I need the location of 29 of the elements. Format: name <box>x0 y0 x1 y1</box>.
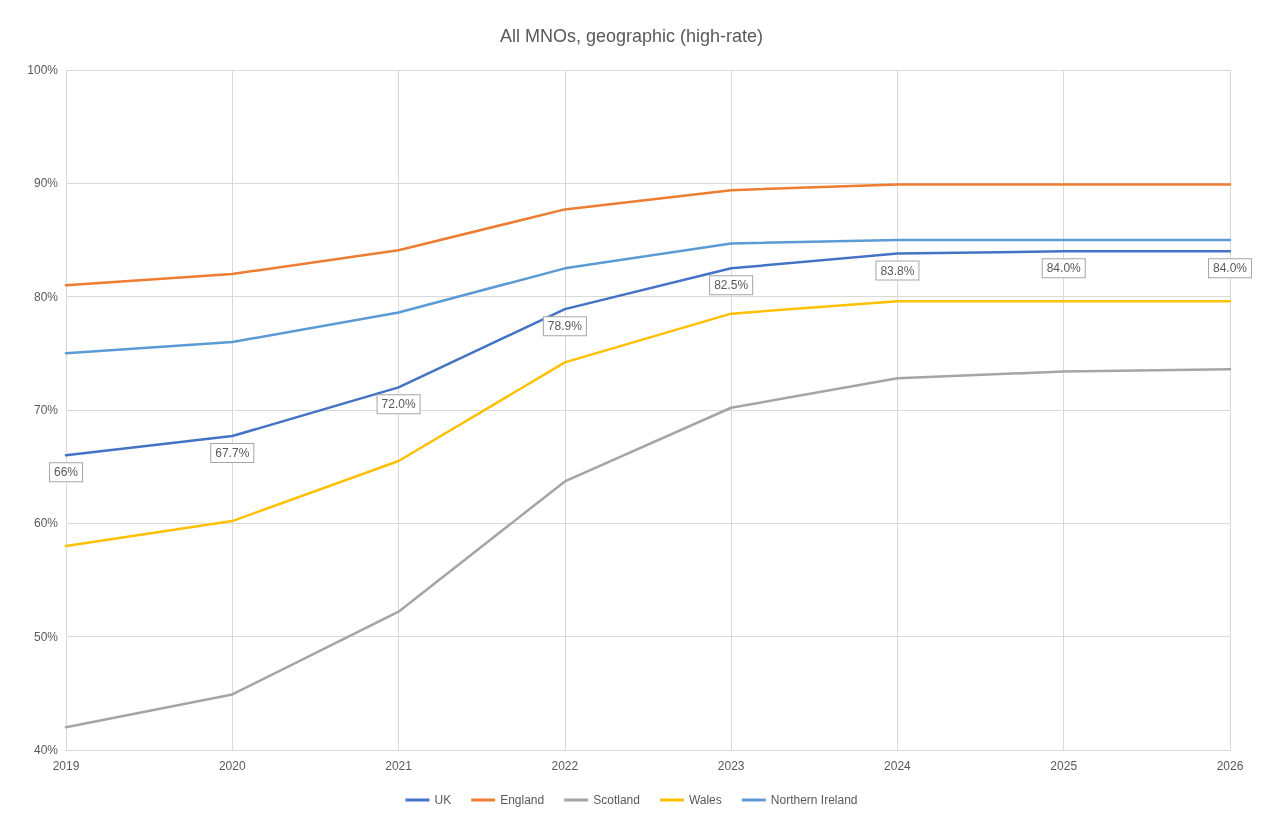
data-label: 82.5% <box>714 278 749 293</box>
x-tick-label: 2020 <box>218 759 246 773</box>
y-tick-label: 90% <box>33 176 59 191</box>
x-tick-label: 2025 <box>1050 759 1078 773</box>
legend-label: UK <box>434 793 452 807</box>
x-tick-label: 2024 <box>884 759 912 773</box>
data-label: 83.8% <box>880 263 915 278</box>
x-tick-label: 2026 <box>1216 759 1244 773</box>
data-label: 72.0% <box>381 397 416 412</box>
legend-label: Northern Ireland <box>770 793 858 807</box>
legend-label: England <box>500 793 545 807</box>
legend-label: Wales <box>688 793 722 807</box>
x-tick-label: 2022 <box>551 759 579 773</box>
data-label: 66% <box>53 465 79 480</box>
x-tick-label: 2021 <box>385 759 413 773</box>
y-tick-label: 50% <box>33 629 59 644</box>
x-tick-label: 2023 <box>717 759 745 773</box>
y-tick-label: 40% <box>33 743 59 757</box>
data-label: 67.7% <box>215 446 250 461</box>
y-tick-label: 70% <box>33 403 59 417</box>
data-label: 84.0% <box>1046 261 1082 276</box>
data-label: 78.9% <box>547 319 583 334</box>
data-label: 84.0% <box>1212 261 1248 276</box>
y-tick-label: 100% <box>27 63 59 77</box>
legend-label: Scotland <box>593 793 640 807</box>
y-tick-label: 80% <box>33 289 59 304</box>
x-tick-label: 2019 <box>52 759 80 773</box>
chart-title: All MNOs, geographic (high-rate) <box>499 26 764 46</box>
y-tick-label: 60% <box>33 516 59 531</box>
